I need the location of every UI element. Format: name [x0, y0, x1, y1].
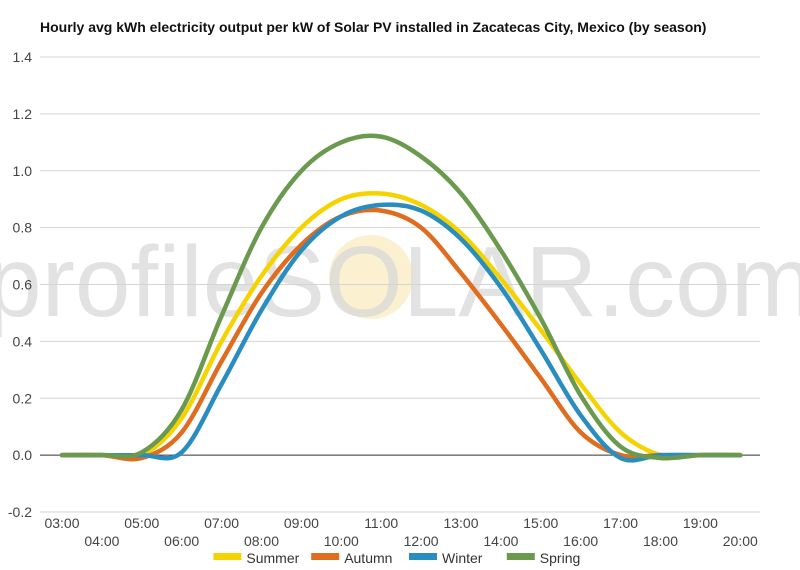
legend-label: Autumn [344, 550, 392, 566]
x-tick-label: 10:00 [324, 533, 359, 549]
legend-label: Spring [540, 550, 580, 566]
y-axis-ticks: -0.2 0.0 0.2 0.4 0.6 0.8 1.0 1.2 1.4 [8, 49, 32, 520]
x-tick-label: 04:00 [84, 533, 119, 549]
x-tick-label: 12:00 [404, 533, 439, 549]
y-tick-label: 0.2 [13, 390, 33, 406]
series-line-spring [59, 133, 743, 461]
legend-item-summer: Summer [213, 550, 300, 566]
legend-item-spring: Spring [506, 550, 580, 566]
x-tick-label: 05:00 [124, 515, 159, 531]
x-tick-label: 11:00 [364, 515, 398, 531]
watermark-text: profileSOLAR.com [0, 226, 800, 338]
chart-title: Hourly avg kWh electricity output per kW… [40, 19, 707, 35]
series-line-summer [59, 190, 743, 461]
y-tick-label: 0.8 [13, 220, 33, 236]
x-tick-label: 06:00 [164, 533, 199, 549]
x-tick-label: 16:00 [563, 533, 598, 549]
x-tick-label: 09:00 [284, 515, 319, 531]
watermark: profileSOLAR.com [0, 226, 800, 338]
y-tick-label: 0.0 [13, 447, 33, 463]
x-axis-ticks: 03:00 04:00 05:00 06:00 07:00 08:00 09:00 10:00… [44, 515, 758, 549]
y-tick-label: -0.2 [8, 504, 32, 520]
x-tick-label: 15:00 [523, 515, 558, 531]
series-line-autumn [59, 207, 743, 462]
y-tick-label: 1.0 [13, 163, 33, 179]
x-tick-label: 03:00 [44, 515, 79, 531]
x-tick-label: 13:00 [443, 515, 478, 531]
legend-swatch [213, 553, 242, 560]
y-tick-label: 1.2 [13, 106, 33, 122]
x-tick-label: 20:00 [723, 533, 758, 549]
legend-swatch [409, 553, 437, 560]
legend-swatch [506, 553, 535, 560]
legend-item-autumn: Autumn [311, 550, 392, 566]
legend-swatch [311, 553, 340, 560]
series-lines [59, 133, 743, 463]
x-tick-label: 18:00 [643, 533, 678, 549]
y-tick-label: 0.6 [13, 277, 33, 293]
gridlines [40, 56, 760, 513]
legend: Summer Autumn Winter Spring [213, 550, 580, 566]
legend-label: Summer [246, 550, 299, 566]
y-tick-label: 0.4 [13, 333, 33, 349]
x-tick-label: 17:00 [603, 515, 638, 531]
series-line-winter [59, 202, 743, 463]
legend-item-winter: Winter [409, 550, 483, 566]
x-tick-label: 07:00 [204, 515, 239, 531]
legend-label: Winter [442, 550, 483, 566]
watermark-sun [329, 235, 413, 319]
y-tick-label: 1.4 [13, 49, 33, 65]
x-tick-label: 08:00 [244, 533, 279, 549]
x-tick-label: 14:00 [483, 533, 518, 549]
x-tick-label: 19:00 [683, 515, 718, 531]
